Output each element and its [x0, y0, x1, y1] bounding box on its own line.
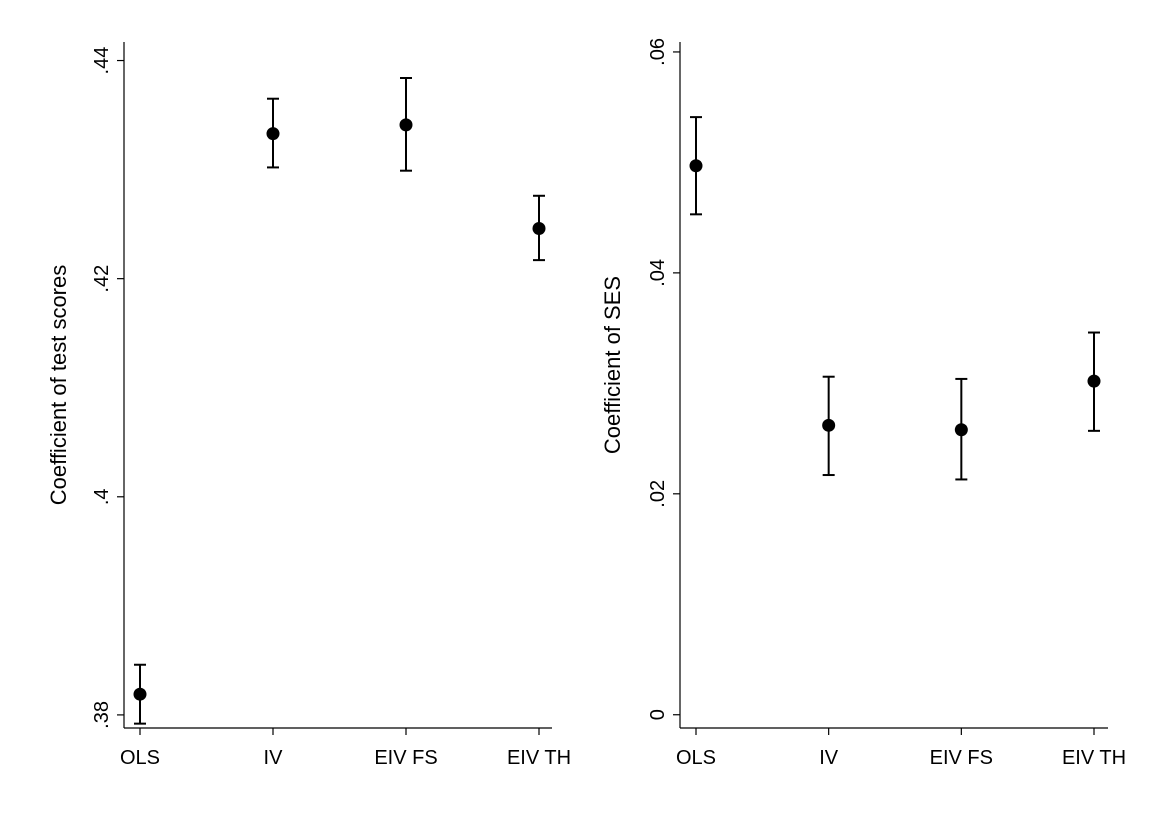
y-axis-title: Coefficient of SES: [600, 276, 625, 454]
y-axis-title: Coefficient of test scores: [46, 265, 71, 506]
y-tick-label: .02: [647, 480, 669, 508]
data-point: [954, 423, 968, 437]
x-tick-label: EIV FS: [930, 747, 993, 769]
y-tick-label: 0: [647, 709, 669, 720]
right-panel-ses: 0 .02 .04 .06 Coefficient of SES OLS IV EIV FS E…: [600, 38, 1126, 769]
data-point: [399, 118, 413, 132]
x-tick-label: OLS: [676, 747, 716, 769]
data-point: [689, 159, 703, 173]
y-tick-label: .06: [647, 38, 669, 66]
data-point: [1087, 374, 1101, 388]
data-point: [532, 221, 546, 235]
x-tick-label: EIV FS: [374, 747, 437, 769]
y-tick-label: .44: [91, 47, 113, 75]
left-panel-test-scores: .38 .4 .42 .44 Coefficient of test scores OLS…: [46, 42, 571, 769]
x-tick-label: IV: [819, 747, 839, 769]
y-tick-label: .42: [91, 265, 113, 293]
data-point: [822, 418, 836, 432]
x-tick-label: EIV TH: [1062, 747, 1126, 769]
y-tick-label: .04: [647, 259, 669, 287]
x-tick-label: IV: [264, 747, 284, 769]
data-point: [266, 127, 280, 141]
x-tick-label: OLS: [120, 747, 160, 769]
x-tick-label: EIV TH: [507, 747, 571, 769]
data-point: [133, 687, 147, 701]
y-tick-label: .38: [91, 701, 113, 729]
y-tick-label: .4: [91, 488, 113, 505]
